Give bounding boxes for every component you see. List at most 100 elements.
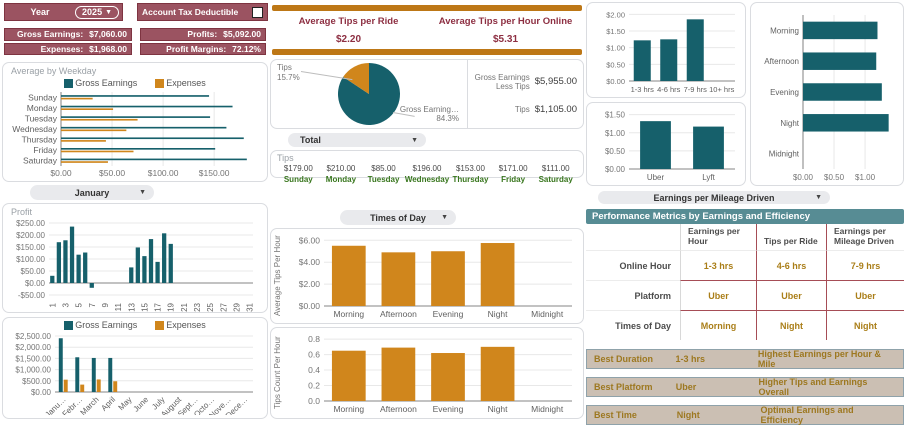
svg-text:$6.00: $6.00 (299, 235, 321, 245)
svg-text:Midnight: Midnight (769, 150, 800, 159)
svg-text:17: 17 (154, 302, 163, 311)
svg-text:Midnight: Midnight (531, 309, 564, 319)
profit-margins-metric: Profit Margins: 72.12% (140, 42, 266, 55)
pie-tips-callout: Tips 15.7% (277, 63, 300, 82)
earnings-times-bar-chart: $0.00 $0.50 $1.00 Morning Afternoon Evening Ni… (753, 5, 901, 183)
svg-text:$200.00: $200.00 (16, 231, 45, 240)
svg-text:Morning: Morning (770, 26, 799, 35)
chevron-down-icon: ▼ (441, 214, 448, 221)
earnings-hours-chart-card: $0.00 $0.50 $1.00 $1.50 $2.00 1-3 hrs 4-6 hrs 7… (586, 2, 746, 98)
svg-text:Sunday: Sunday (28, 92, 58, 102)
svg-text:$150.00: $150.00 (16, 243, 45, 252)
gross-earnings-swatch (64, 78, 74, 88)
svg-text:$0.50: $0.50 (605, 147, 626, 156)
earnings-times-chart-card: $0.00 $0.50 $1.00 Morning Afternoon Evening Ni… (750, 2, 904, 186)
tips-total-row: Tips $1,105.00 (474, 104, 577, 115)
svg-text:$100.00: $100.00 (148, 168, 179, 178)
best-duration-label: Best Duration (594, 354, 654, 364)
svg-text:Saturday: Saturday (23, 156, 58, 166)
svg-text:$0.00: $0.00 (25, 279, 46, 288)
svg-text:$1,000.00: $1,000.00 (15, 366, 51, 375)
weekday-chart-title: Average by Weekday (11, 66, 97, 76)
svg-text:19: 19 (167, 302, 176, 311)
svg-text:7: 7 (88, 302, 97, 307)
weekday-bar-chart: $0.00 $50.00 $100.00 $150.00 Sunday Monday Tue… (3, 88, 263, 179)
best-platform-value: Uber (675, 382, 697, 392)
earnings-expenses-box: Gross Earnings: $7,060.00 Expenses: $1,9… (4, 28, 132, 55)
svg-text:1-3 hrs: 1-3 hrs (631, 85, 655, 94)
svg-text:3: 3 (61, 302, 70, 307)
gross-earnings-swatch (64, 320, 74, 330)
svg-text:$50.00: $50.00 (99, 168, 125, 178)
gross-earnings-label: Gross Earnings: (17, 29, 84, 40)
tips-count-chart-card: Tips Count Per Hour 0.0 0.2 0.4 0.6 0.8 Morni… (270, 327, 584, 419)
divider-strip (272, 5, 582, 11)
tips-day-col: $111.00 Saturday (538, 164, 573, 184)
year-control: Year 2025 ▼ (4, 3, 124, 21)
month-filter-dropdown[interactable]: January ▼ (30, 185, 154, 200)
table-cell: 7-9 hrs (826, 250, 904, 280)
chevron-down-icon: ▼ (815, 194, 822, 201)
svg-text:Midnight: Midnight (531, 404, 564, 414)
avg-tips-per-ride-value: $2.20 (335, 34, 362, 45)
svg-text:$0.00: $0.00 (31, 388, 52, 397)
svg-text:Night: Night (780, 119, 799, 128)
tax-checkbox[interactable] (252, 6, 263, 18)
svg-text:Evening: Evening (433, 404, 464, 414)
weekday-legend: Gross Earnings Expenses (3, 76, 267, 88)
row-header-times-of-day: Times of Day (586, 310, 680, 340)
table-cell: Morning (680, 310, 756, 340)
svg-text:June: June (132, 395, 151, 414)
chevron-down-icon: ▼ (411, 136, 418, 144)
expenses-metric: Expenses: $1,968.00 (4, 42, 132, 55)
svg-text:Afternoon: Afternoon (764, 57, 799, 66)
svg-text:Afternoon: Afternoon (380, 309, 417, 319)
best-time-value: Night (676, 410, 700, 420)
table-cell: Uber (826, 280, 904, 310)
year-dropdown[interactable]: 2025 ▼ (75, 5, 120, 19)
monthly-chart-card: Gross Earnings Expenses $0.00 $500.00 $1,0… (2, 317, 268, 419)
gross-earnings-value: $7,060.00 (89, 29, 127, 40)
svg-text:13: 13 (127, 302, 136, 311)
gross-less-tips-value: $5,955.00 (534, 76, 577, 88)
svg-text:March: March (79, 395, 101, 415)
table-cell: Uber (756, 280, 826, 310)
best-duration-note: Highest Earnings per Hour & Mile (757, 349, 881, 369)
svg-text:$50.00: $50.00 (21, 267, 46, 276)
weekday-chart-card: Average by Weekday Gross Earnings Expens… (2, 62, 268, 182)
svg-text:27: 27 (219, 302, 228, 311)
svg-text:Friday: Friday (33, 145, 57, 155)
svg-text:4-6 hrs: 4-6 hrs (657, 85, 681, 94)
best-time-note: Optimal Earnings and Efficiency (760, 405, 854, 425)
tips-split-pie-chart (336, 62, 402, 126)
best-platform-bar: Best Platform Uber Higher Tips and Earni… (586, 377, 904, 397)
best-duration-value: 1-3 hrs (675, 354, 705, 364)
best-time-label: Best Time (594, 410, 637, 420)
svg-text:Evening: Evening (770, 88, 799, 97)
right-column: $0.00 $0.50 $1.00 $1.50 $2.00 1-3 hrs 4-6 hrs 7… (586, 2, 904, 425)
chevron-down-icon: ▼ (105, 8, 113, 16)
svg-text:Tuesday: Tuesday (25, 113, 58, 123)
total-filter-dropdown[interactable]: Total ▼ (288, 133, 426, 147)
svg-text:$1.50: $1.50 (605, 111, 626, 120)
svg-text:$4.00: $4.00 (299, 257, 321, 267)
svg-text:9: 9 (101, 302, 110, 307)
svg-text:29: 29 (233, 302, 242, 311)
performance-table-grid: Earnings per Hour Tips per Ride Earnings… (586, 224, 904, 340)
svg-text:May: May (117, 395, 134, 412)
svg-text:25: 25 (206, 302, 215, 311)
svg-text:31: 31 (246, 302, 255, 311)
monthly-bar-chart: $0.00 $500.00 $1,000.00 $1,500.00 $2,000.00 $… (3, 330, 261, 415)
expenses-legend-label: Expenses (166, 320, 206, 330)
svg-text:0.0: 0.0 (308, 396, 320, 406)
performance-table: Performance Metrics by Earnings and Effi… (586, 209, 904, 340)
pie-tips-pct: 15.7% (277, 72, 300, 82)
svg-text:Wednesday: Wednesday (12, 124, 57, 134)
expenses-value: $1,968.00 (89, 43, 127, 54)
times-of-day-filter-dropdown[interactable]: Times of Day ▼ (340, 210, 456, 225)
mileage-filter-dropdown[interactable]: Earnings per Mileage Driven ▼ (598, 191, 830, 204)
svg-text:$500.00: $500.00 (22, 377, 51, 386)
year-label: Year (30, 7, 50, 17)
tips-by-day-grid: $179.00 Sunday $210.00 Monday $85.00 Tuesda… (277, 164, 577, 184)
profits-box: Profits: $5,092.00 Profit Margins: 72.12… (140, 28, 266, 55)
